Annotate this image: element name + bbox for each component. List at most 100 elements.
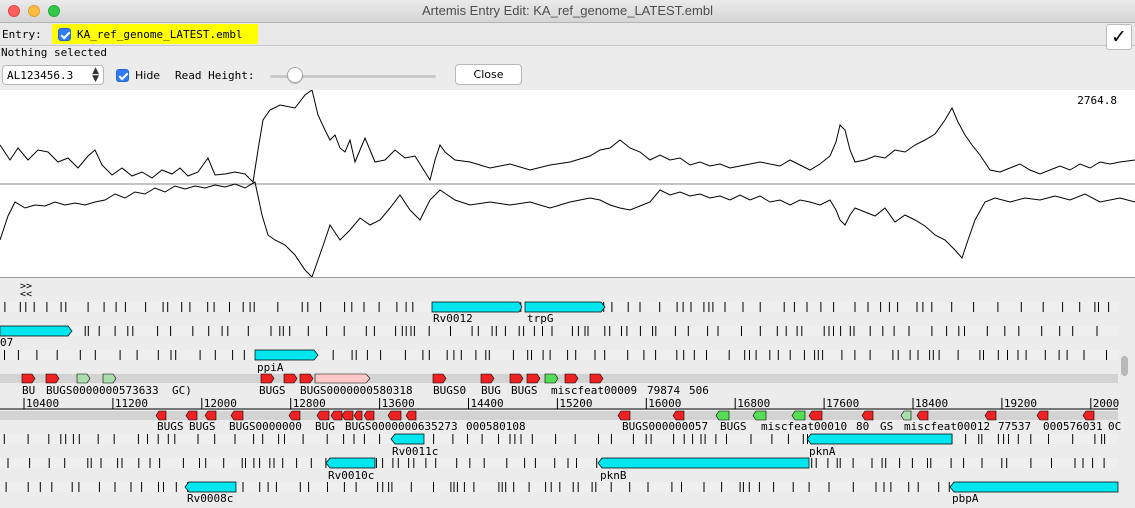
misc-feature[interactable]: [526, 373, 541, 384]
misc-feature[interactable]: [288, 410, 301, 421]
gene-label-partial-left: 07: [0, 336, 13, 349]
coverage-line-forward: [0, 90, 1135, 184]
gene-arrow-pknA[interactable]: [806, 433, 953, 445]
misc-feature[interactable]: [589, 373, 604, 384]
bam-controls: AL123456.3 ▲ ▼ Hide Read Height: Close: [0, 61, 1135, 89]
misc-label: BUGS: [259, 384, 286, 397]
gene-arrow-Rv0008c[interactable]: [184, 481, 237, 493]
gene-arrow-trpG[interactable]: [524, 301, 606, 313]
frame-band: [0, 350, 1118, 360]
ruler-tick-label: 10400: [26, 397, 59, 410]
misc-feature[interactable]: [260, 373, 275, 384]
gene-arrow-unnamed-left[interactable]: [0, 325, 73, 337]
misc-feature[interactable]: [363, 410, 375, 421]
misc-feature[interactable]: [230, 410, 244, 421]
ruler-tick-label: 12000: [204, 397, 237, 410]
hide-checkbox[interactable]: [116, 69, 129, 82]
misc-label: BUGS0000000580318: [300, 384, 413, 397]
misc-feature[interactable]: [1082, 410, 1095, 421]
misc-feature[interactable]: [102, 373, 117, 384]
misc-feature[interactable]: [791, 410, 806, 421]
sequence-select-value: AL123456.3: [7, 69, 74, 82]
misc-label: 77537: [998, 420, 1031, 433]
ruler-tick-label: 19200: [1004, 397, 1037, 410]
misc-feature[interactable]: [715, 410, 730, 421]
misc-label: BUG: [315, 420, 335, 433]
misc-feature[interactable]: [405, 410, 417, 421]
misc-feature[interactable]: [808, 410, 823, 421]
ruler-tick-label: 16800: [737, 397, 770, 410]
misc-label: miscfeat00012: [904, 420, 990, 433]
misc-feature[interactable]: [155, 410, 167, 421]
misc-feature[interactable]: [564, 373, 579, 384]
misc-feature[interactable]: [283, 373, 298, 384]
gene-arrow-Rv0012[interactable]: [431, 301, 523, 313]
misc-feature[interactable]: [617, 410, 631, 421]
misc-feature[interactable]: [916, 410, 929, 421]
gene-label-trpG: trpG: [527, 312, 554, 325]
misc-feature[interactable]: [672, 410, 685, 421]
checkmark-icon: ✓: [1111, 26, 1127, 48]
misc-feature[interactable]: [316, 410, 330, 421]
gene-arrow-Rv0010c[interactable]: [325, 457, 376, 469]
misc-feature[interactable]: [387, 410, 402, 421]
gene-arrow-Rv0011c[interactable]: [390, 433, 425, 445]
window-zoom-button[interactable]: [48, 5, 60, 17]
forward-frame-3-genes: ppiA: [254, 349, 319, 374]
misc-feature[interactable]: [509, 373, 524, 384]
ruler-tick-label: 12800: [293, 397, 326, 410]
gene-arrow-pbpA[interactable]: [949, 481, 1119, 493]
misc-feature[interactable]: [204, 410, 217, 421]
misc-feature[interactable]: [76, 373, 91, 384]
misc-label: 79874: [647, 384, 680, 397]
misc-feature[interactable]: [1036, 410, 1049, 421]
misc-feature[interactable]: [45, 373, 60, 384]
misc-feature[interactable]: [480, 373, 495, 384]
misc-label: BUGS0000000635273: [345, 420, 458, 433]
entry-checkbox[interactable]: [58, 28, 71, 41]
vertical-scrollbar-thumb[interactable]: [1121, 356, 1128, 376]
position-ruler: 10400 11200 12000 12800 13600 14400 15200 16000…: [0, 397, 1119, 410]
misc-label: BUGS: [720, 420, 747, 433]
read-height-slider[interactable]: [270, 75, 436, 78]
ruler-tick-label: 15200: [559, 397, 592, 410]
misc-feature[interactable]: [432, 373, 447, 384]
window-minimize-button[interactable]: [28, 5, 40, 17]
misc-feature[interactable]: [752, 410, 767, 421]
sequence-select[interactable]: AL123456.3 ▲ ▼: [2, 65, 104, 85]
scroll-forward-arrows[interactable]: >>: [20, 281, 33, 292]
gene-arrow-pknB[interactable]: [597, 457, 810, 469]
confirm-button[interactable]: ✓: [1106, 24, 1132, 50]
gene-label-Rv0008c: Rv0008c: [187, 492, 233, 505]
misc-feature-selected[interactable]: [314, 373, 371, 384]
misc-feature[interactable]: [544, 373, 559, 384]
gene-label-pknB: pknB: [600, 469, 627, 482]
frame-band: [0, 326, 1118, 336]
forward-frame-2-genes: 07: [0, 325, 73, 349]
read-height-slider-thumb[interactable]: [286, 67, 303, 83]
coverage-line-reverse: [0, 181, 1135, 277]
scroll-back-arrows[interactable]: <<: [20, 289, 33, 300]
misc-label: miscfeat00009: [551, 384, 637, 397]
misc-label: BUGS0: [433, 384, 466, 397]
misc-feature[interactable]: [299, 373, 314, 384]
misc-label: GC): [172, 384, 192, 397]
misc-feature[interactable]: [353, 410, 363, 421]
misc-label: 80: [856, 420, 869, 433]
gene-arrow-ppiA[interactable]: [254, 349, 319, 361]
ruler-tick-label: 16000: [648, 397, 681, 410]
misc-feature[interactable]: [984, 410, 997, 421]
ruler-tick-label: 13600: [382, 397, 415, 410]
misc-label: BUGS0000000573633: [46, 384, 159, 397]
misc-feature[interactable]: [900, 410, 912, 421]
misc-feature[interactable]: [341, 410, 354, 421]
window-close-button[interactable]: [8, 5, 20, 17]
misc-feature[interactable]: [21, 373, 36, 384]
misc-feature[interactable]: [185, 410, 198, 421]
misc-label: 000576031: [1043, 420, 1103, 433]
chevron-updown-icon: ▲ ▼: [92, 66, 99, 84]
window-title: Artemis Entry Edit: KA_ref_genome_LATEST…: [422, 3, 713, 18]
close-button[interactable]: Close: [455, 64, 522, 85]
misc-feature[interactable]: [861, 410, 874, 421]
entry-toggle[interactable]: KA_ref_genome_LATEST.embl: [52, 24, 258, 44]
